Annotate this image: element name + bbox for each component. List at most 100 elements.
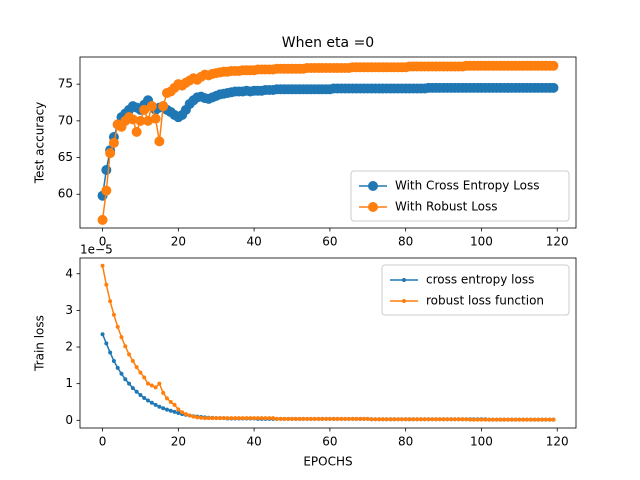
point: [380, 417, 385, 422]
point: [547, 417, 552, 422]
point: [392, 417, 397, 422]
point: [540, 417, 545, 422]
legend-label: cross entropy loss: [426, 273, 534, 287]
point: [199, 415, 204, 420]
point: [441, 417, 446, 422]
point: [176, 407, 181, 412]
point: [225, 416, 230, 421]
point: [343, 416, 348, 421]
legend-marker: [402, 299, 406, 303]
point: [282, 416, 287, 421]
point: [498, 417, 503, 422]
point: [331, 416, 336, 421]
point: [161, 406, 166, 411]
point: [399, 417, 404, 422]
point: [536, 417, 541, 422]
point: [139, 104, 150, 115]
point: [138, 370, 143, 375]
point: [437, 417, 442, 422]
point: [172, 409, 177, 414]
point: [286, 416, 291, 421]
point: [532, 417, 537, 422]
point: [274, 416, 279, 421]
point: [354, 416, 359, 421]
point: [127, 381, 132, 386]
axes: When eta =0 0 20 40 60 80 100 120 60 65 70 75 Test a…: [33, 35, 577, 249]
point: [271, 416, 276, 421]
point: [149, 400, 154, 405]
point: [290, 416, 295, 421]
point: [210, 416, 215, 421]
point: [108, 137, 119, 148]
x-tick-label: 80: [398, 235, 413, 249]
point: [180, 410, 185, 415]
point: [195, 415, 200, 420]
point: [214, 416, 219, 421]
point: [308, 416, 313, 421]
point: [396, 417, 401, 422]
point: [335, 416, 340, 421]
point: [449, 417, 454, 422]
chart-title: When eta =0: [282, 35, 374, 51]
point: [543, 417, 548, 422]
point: [369, 417, 374, 422]
y-tick-label: 70: [58, 113, 73, 127]
point: [377, 417, 382, 422]
y-tick-label: 0: [65, 413, 73, 427]
legend-box: [350, 170, 570, 222]
point: [187, 413, 192, 418]
point: [502, 417, 507, 422]
x-tick-label: 20: [171, 235, 186, 249]
point: [305, 416, 310, 421]
point: [248, 416, 253, 421]
point: [111, 358, 116, 363]
point: [104, 341, 109, 346]
point: [233, 416, 238, 421]
axes-frame: [79, 56, 577, 229]
point: [452, 417, 457, 422]
y-axis-label: Train loss: [33, 315, 47, 372]
legend: cross entropy loss robust loss function: [381, 264, 570, 316]
legend-marker: [368, 181, 378, 191]
legend-box: [381, 264, 570, 316]
y-tick-label: 2: [65, 340, 73, 354]
point: [150, 113, 161, 124]
x-tick-label: 60: [322, 435, 337, 449]
point: [350, 416, 355, 421]
legend-label: With Robust Loss: [395, 200, 498, 214]
x-tick-label: 20: [171, 435, 186, 449]
point: [460, 417, 465, 422]
legend-label: With Cross Entropy Loss: [395, 179, 540, 193]
point: [131, 126, 142, 137]
point: [127, 114, 138, 125]
point: [327, 416, 332, 421]
point: [149, 383, 154, 388]
x-tick-label: 100: [470, 235, 493, 249]
point: [229, 416, 234, 421]
point: [456, 417, 461, 422]
point: [164, 407, 169, 412]
point: [426, 417, 431, 422]
point: [108, 350, 113, 355]
point: [513, 417, 518, 422]
x-axis-label: EPOCHS: [303, 455, 352, 469]
point: [100, 332, 105, 337]
point: [528, 417, 533, 422]
x-tick-label: 120: [546, 435, 569, 449]
point: [143, 115, 154, 126]
point: [142, 395, 147, 400]
point: [475, 417, 480, 422]
point: [183, 412, 188, 417]
point: [142, 375, 147, 380]
point: [123, 344, 128, 349]
point: [101, 165, 112, 176]
point: [524, 417, 529, 422]
y-tick-label: 75: [58, 77, 73, 91]
point: [517, 417, 522, 422]
point: [422, 417, 427, 422]
point: [479, 417, 484, 422]
point: [407, 417, 412, 422]
axes: 0 20 40 60 80 100 120 0 1 2 3 4 EPOCHS Train loss 1e−5…: [33, 243, 577, 469]
